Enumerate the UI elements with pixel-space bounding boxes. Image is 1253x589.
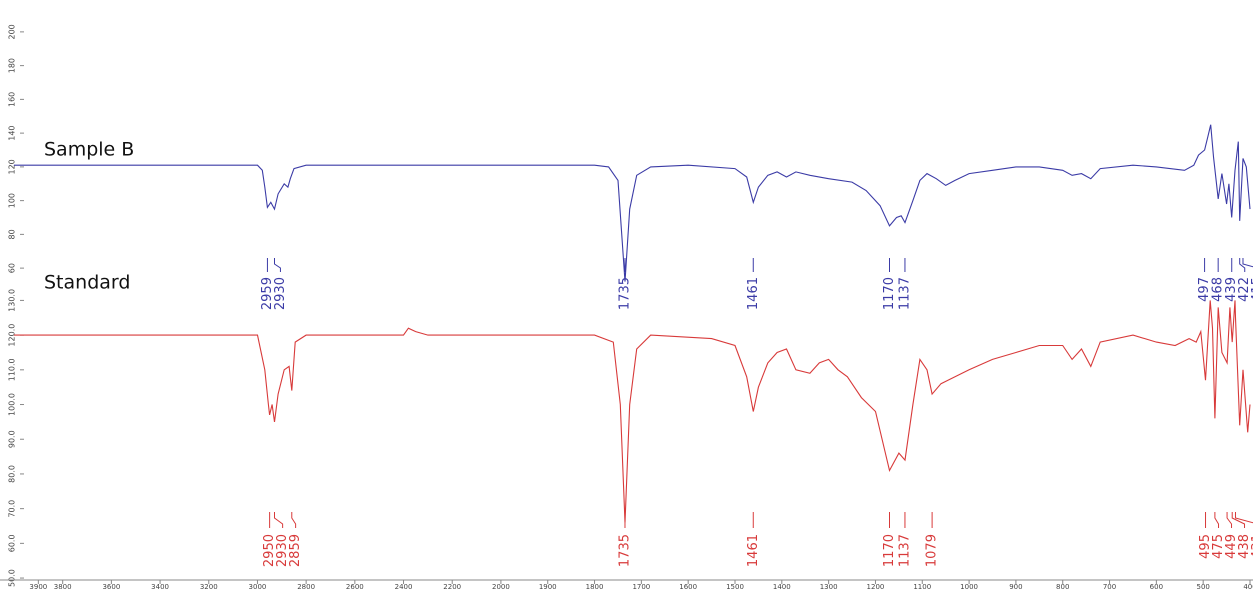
y-tick-label: 70.0: [8, 500, 17, 518]
y-tick-label: 120.0: [8, 324, 17, 347]
peak-marker: [1231, 512, 1246, 528]
peak-label: 1137: [897, 534, 912, 567]
peak-label: 2930: [275, 534, 290, 567]
x-tick-label: 3600: [102, 583, 120, 589]
peak-label: 1461: [746, 277, 761, 310]
peak-marker: [1226, 512, 1233, 528]
y-tick-label: 120: [8, 159, 17, 174]
peak-label: 439: [1224, 277, 1239, 302]
legend-label: Standard: [44, 272, 130, 294]
x-tick-label: 2600: [346, 583, 364, 589]
y-tick-label: 160: [8, 92, 17, 107]
peak-label: 2959: [260, 277, 275, 310]
x-tick-label: 600: [1150, 583, 1163, 589]
peak-marker: [291, 512, 297, 528]
x-tick-label: 1900: [539, 583, 557, 589]
x-tick-label: 3000: [249, 583, 267, 589]
x-tick-label: 1100: [913, 583, 931, 589]
y-tick-label: 80.0: [8, 465, 17, 483]
peak-label: 431: [1250, 534, 1253, 559]
peak-label: 2950: [262, 534, 277, 567]
peak-label: 1735: [617, 534, 632, 567]
y-tick-label: 140: [8, 125, 17, 140]
peak-marker: [1214, 512, 1220, 528]
x-tick-label: 1200: [867, 583, 885, 589]
x-tick-label: 2800: [297, 583, 315, 589]
peak-label: 497: [1197, 277, 1212, 302]
x-tick-label: 3400: [151, 583, 169, 589]
x-tick-label: 2200: [443, 583, 461, 589]
peak-label: 415: [1250, 277, 1253, 302]
peak-label: 1170: [882, 534, 897, 567]
peak-label: 2930: [273, 277, 288, 310]
peak-label: 1461: [746, 534, 761, 567]
x-tick-label: 500: [1196, 583, 1209, 589]
legend-label: Sample B: [44, 139, 134, 161]
x-tick-label: 800: [1056, 583, 1069, 589]
peak-label: 422: [1237, 277, 1252, 302]
x-tick-label: 3800: [54, 583, 72, 589]
peak-marker: [273, 512, 284, 528]
x-tick-label: 900: [1009, 583, 1022, 589]
peak-marker: [1239, 258, 1246, 272]
x-tick-label: 3200: [200, 583, 218, 589]
x-tick-label: 1400: [773, 583, 791, 589]
peak-label: 1735: [617, 277, 632, 310]
spectrum-line: [14, 124, 1251, 282]
spectrum-line: [14, 300, 1251, 523]
x-tick-label: 1800: [586, 583, 604, 589]
peak-label: 1170: [882, 277, 897, 310]
x-tick-label: 1000: [960, 583, 978, 589]
peak-label: 468: [1211, 277, 1226, 302]
y-tick-label: 50.0: [8, 569, 17, 587]
y-tick-label: 100: [8, 193, 17, 208]
x-tick-label: 1300: [820, 583, 838, 589]
peak-label: 475: [1211, 534, 1226, 559]
peak-label: 449: [1224, 534, 1239, 559]
y-tick-label: 110.0: [8, 358, 17, 381]
x-tick-label: 1500: [726, 583, 744, 589]
peak-label: 1137: [897, 277, 912, 310]
y-tick-label: 90.0: [8, 430, 17, 448]
y-tick-label: 180: [8, 58, 17, 73]
x-tick-label: 2400: [395, 583, 413, 589]
x-tick-label: 700: [1103, 583, 1116, 589]
x-tick-label: 400: [1243, 583, 1253, 589]
peak-marker: [273, 258, 281, 272]
peak-label: 1079: [925, 534, 940, 567]
x-tick-label: 2000: [492, 583, 510, 589]
peak-label: 438: [1237, 534, 1252, 559]
y-tick-label: 80: [8, 229, 17, 239]
y-tick-label: 100.0: [8, 393, 17, 416]
x-tick-label: 1600: [679, 583, 697, 589]
peak-marker: [1234, 512, 1253, 524]
peak-label: 2859: [288, 534, 303, 567]
y-tick-label: 60.0: [8, 534, 17, 552]
y-tick-label: 130.0: [8, 289, 17, 312]
x-tick-label: 1700: [632, 583, 650, 589]
x-tick-label: 3900: [29, 583, 47, 589]
y-tick-label: 60: [8, 263, 17, 273]
peak-label: 495: [1198, 534, 1213, 559]
peak-marker: [1242, 258, 1253, 268]
y-tick-label: 200: [8, 24, 17, 39]
